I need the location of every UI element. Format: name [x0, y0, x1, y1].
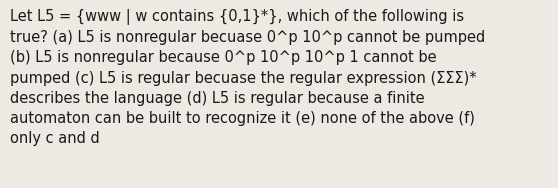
Text: Let L5 = {www | w contains {0,1}*}, which of the following is
true? (a) L5 is no: Let L5 = {www | w contains {0,1}*}, whic…: [10, 9, 485, 146]
